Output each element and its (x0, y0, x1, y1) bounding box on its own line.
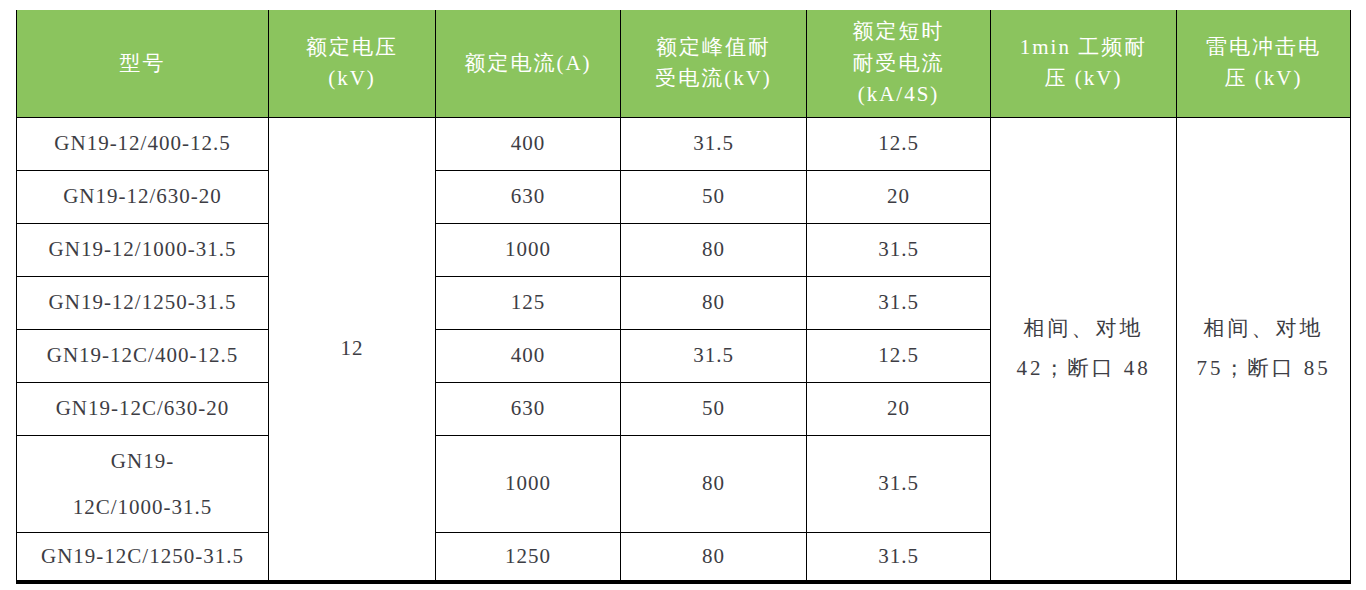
header-model: 型号 (17, 10, 269, 117)
model-cell: GN19-12C/630-20 (17, 382, 269, 435)
model-cell: GN19-12/1250-31.5 (17, 276, 269, 329)
table-row: GN19-12/400-12.5 12 400 31.5 12.5 相间、对地 … (17, 117, 1351, 170)
short-time-withstand-cell: 12.5 (807, 117, 991, 170)
header-lightning-impulse: 雷电冲击电 压 (kV) (1177, 10, 1351, 117)
peak-withstand-cell: 50 (621, 382, 807, 435)
lightning-impulse-merged-cell: 相间、对地 75；断口 85 (1177, 117, 1351, 582)
header-row: 型号 额定电压 (kV) 额定电流(A) 额定峰值耐 受电流(kV) 额定短时 … (17, 10, 1351, 117)
rated-voltage-merged-cell: 12 (269, 117, 436, 582)
spec-table: 型号 额定电压 (kV) 额定电流(A) 额定峰值耐 受电流(kV) 额定短时 … (16, 10, 1351, 584)
model-cell: GN19-12C/1250-31.5 (17, 532, 269, 582)
peak-withstand-cell: 80 (621, 223, 807, 276)
short-time-withstand-cell: 31.5 (807, 276, 991, 329)
header-short-time-withstand-current: 额定短时 耐受电流 (kA/4S) (807, 10, 991, 117)
header-rated-current: 额定电流(A) (436, 10, 621, 117)
rated-current-cell: 1000 (436, 435, 621, 532)
peak-withstand-cell: 31.5 (621, 117, 807, 170)
header-peak-withstand-current: 额定峰值耐 受电流(kV) (621, 10, 807, 117)
model-cell: GN19-12/630-20 (17, 170, 269, 223)
peak-withstand-cell: 80 (621, 532, 807, 582)
spec-table-container: 型号 额定电压 (kV) 额定电流(A) 额定峰值耐 受电流(kV) 额定短时 … (16, 10, 1351, 584)
rated-current-cell: 630 (436, 382, 621, 435)
rated-current-cell: 1250 (436, 532, 621, 582)
model-cell: GN19-12/1000-31.5 (17, 223, 269, 276)
short-time-withstand-cell: 31.5 (807, 223, 991, 276)
short-time-withstand-cell: 31.5 (807, 435, 991, 532)
model-cell: GN19-12/400-12.5 (17, 117, 269, 170)
peak-withstand-cell: 80 (621, 276, 807, 329)
peak-withstand-cell: 31.5 (621, 329, 807, 382)
rated-current-cell: 125 (436, 276, 621, 329)
peak-withstand-cell: 80 (621, 435, 807, 532)
model-cell: GN19-12C/400-12.5 (17, 329, 269, 382)
peak-withstand-cell: 50 (621, 170, 807, 223)
rated-current-cell: 630 (436, 170, 621, 223)
short-time-withstand-cell: 31.5 (807, 532, 991, 582)
header-power-frequency-withstand: 1min 工频耐 压 (kV) (991, 10, 1177, 117)
model-cell: GN19- 12C/1000-31.5 (17, 435, 269, 532)
rated-current-cell: 1000 (436, 223, 621, 276)
short-time-withstand-cell: 20 (807, 382, 991, 435)
rated-current-cell: 400 (436, 329, 621, 382)
short-time-withstand-cell: 12.5 (807, 329, 991, 382)
power-frequency-merged-cell: 相间、对地 42；断口 48 (991, 117, 1177, 582)
rated-current-cell: 400 (436, 117, 621, 170)
short-time-withstand-cell: 20 (807, 170, 991, 223)
header-rated-voltage: 额定电压 (kV) (269, 10, 436, 117)
